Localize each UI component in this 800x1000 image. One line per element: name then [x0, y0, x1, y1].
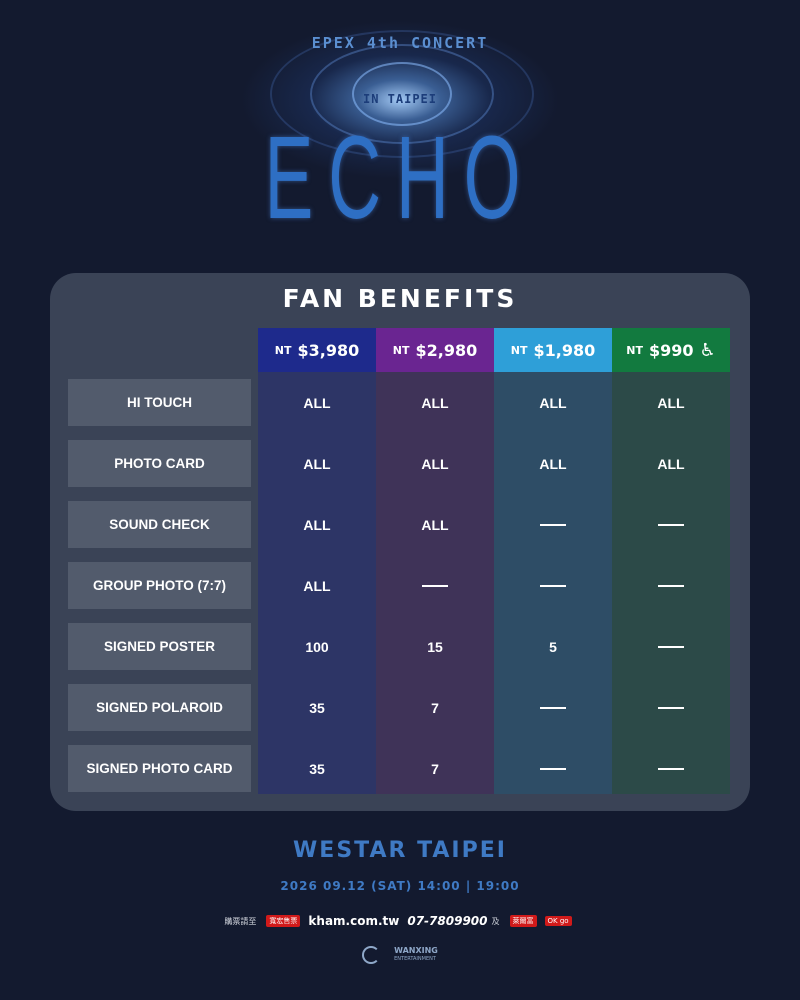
- benefit-label: SIGNED POLAROID: [68, 684, 251, 731]
- benefit-label: SOUND CHECK: [68, 501, 251, 548]
- dash-icon: [540, 706, 566, 709]
- benefit-not-included: [494, 745, 612, 792]
- dash-icon: [658, 706, 684, 709]
- benefit-value: 7: [431, 760, 439, 777]
- benefit-not-included: [612, 501, 730, 548]
- dash-icon: [540, 584, 566, 587]
- benefit-label: HI TOUCH: [68, 379, 251, 426]
- benefit-not-included: [376, 562, 494, 609]
- tier-currency: NT: [274, 343, 292, 357]
- event-date: 2026 09.12 (SAT) 14:00 | 19:00: [280, 879, 520, 893]
- tier-column-bg: [376, 372, 494, 794]
- tier-header: NT $2,980: [376, 328, 494, 372]
- benefit-value: ALL: [303, 394, 331, 411]
- benefit-value: ALL: [657, 394, 685, 411]
- benefit-label: SIGNED POSTER: [68, 623, 251, 670]
- benefit-value: ALL: [539, 394, 567, 411]
- tier-header: NT $3,980: [258, 328, 376, 372]
- tier-price: $990: [649, 340, 694, 360]
- benefit-not-included: [494, 684, 612, 731]
- benefit-value: 7: [431, 699, 439, 716]
- dash-icon: [658, 767, 684, 770]
- benefit-not-included: [494, 501, 612, 548]
- benefit-value: ALL: [539, 455, 567, 472]
- benefits-title: FAN BENEFITS: [282, 284, 518, 313]
- benefit-value: ALL: [303, 577, 331, 594]
- venue-name: WESTAR TAIPEI: [293, 838, 507, 863]
- dash-icon: [540, 767, 566, 770]
- tier-column-bg: [494, 372, 612, 794]
- tier-price: $2,980: [415, 340, 478, 360]
- tier-currency: NT: [510, 343, 528, 357]
- benefit-value: 5: [549, 638, 557, 655]
- benefit-value: ALL: [303, 516, 331, 533]
- ticket-phone: 07-7809900: [407, 914, 488, 928]
- dash-icon: [658, 645, 684, 648]
- benefit-label: GROUP PHOTO (7:7): [68, 562, 251, 609]
- poster-header: EPEX 4th CONCERT IN TAIPEI ECHO: [0, 0, 800, 260]
- benefit-value: 15: [427, 638, 443, 655]
- benefit-not-included: [612, 745, 730, 792]
- benefit-label: PHOTO CARD: [68, 440, 251, 487]
- ticket-info: 購票請至 寬宏售票 kham.com.tw 07-7809900 及 萊爾富 O…: [0, 914, 800, 928]
- tier-currency: NT: [626, 343, 644, 357]
- concert-subtitle: EPEX 4th CONCERT: [311, 34, 489, 52]
- tier-column-bg: [258, 372, 376, 794]
- benefit-label: SIGNED PHOTO CARD: [68, 745, 251, 792]
- tier-price: $1,980: [533, 340, 596, 360]
- benefit-value: 35: [309, 760, 325, 777]
- benefit-not-included: [612, 562, 730, 609]
- ticket-site-link[interactable]: kham.com.tw: [308, 914, 400, 928]
- benefit-value: 35: [309, 699, 325, 716]
- benefit-value: ALL: [303, 455, 331, 472]
- concert-title: ECHO: [264, 112, 536, 244]
- footer-logos: WANXING ENTERTAINMENT: [0, 946, 800, 964]
- benefit-not-included: [612, 623, 730, 670]
- ticket-prefix: 購票請至: [224, 916, 257, 926]
- benefit-not-included: [612, 684, 730, 731]
- tier-price: $3,980: [297, 340, 360, 360]
- tier-column-bg: [612, 372, 730, 794]
- glow-ring-outer: [270, 30, 534, 158]
- okgo-logo: OK go: [544, 916, 572, 926]
- tier-header: NT $990 ♿: [612, 328, 730, 372]
- benefit-value: ALL: [421, 516, 449, 533]
- wheelchair-icon: ♿: [699, 339, 716, 361]
- benefit-value: 100: [305, 638, 329, 655]
- dash-icon: [540, 523, 566, 526]
- benefit-value: ALL: [421, 394, 449, 411]
- concert-location: IN TAIPEI: [362, 92, 438, 106]
- benefit-value: ALL: [421, 455, 449, 472]
- wanxing-logo-text: WANXING: [394, 946, 438, 955]
- wanxing-logo: WANXING ENTERTAINMENT: [394, 947, 438, 963]
- organizer-c-logo-icon: [362, 946, 381, 964]
- dash-icon: [658, 523, 684, 526]
- benefit-not-included: [494, 562, 612, 609]
- benefit-value: ALL: [657, 455, 685, 472]
- dash-icon: [422, 584, 448, 587]
- ticket-and: 及: [491, 916, 500, 926]
- hilife-logo: 萊爾富: [509, 915, 537, 927]
- wanxing-logo-sub: ENTERTAINMENT: [394, 956, 436, 962]
- tier-header: NT $1,980: [494, 328, 612, 372]
- dash-icon: [658, 584, 684, 587]
- kham-logo: 寬宏售票: [266, 915, 301, 927]
- tier-currency: NT: [392, 343, 410, 357]
